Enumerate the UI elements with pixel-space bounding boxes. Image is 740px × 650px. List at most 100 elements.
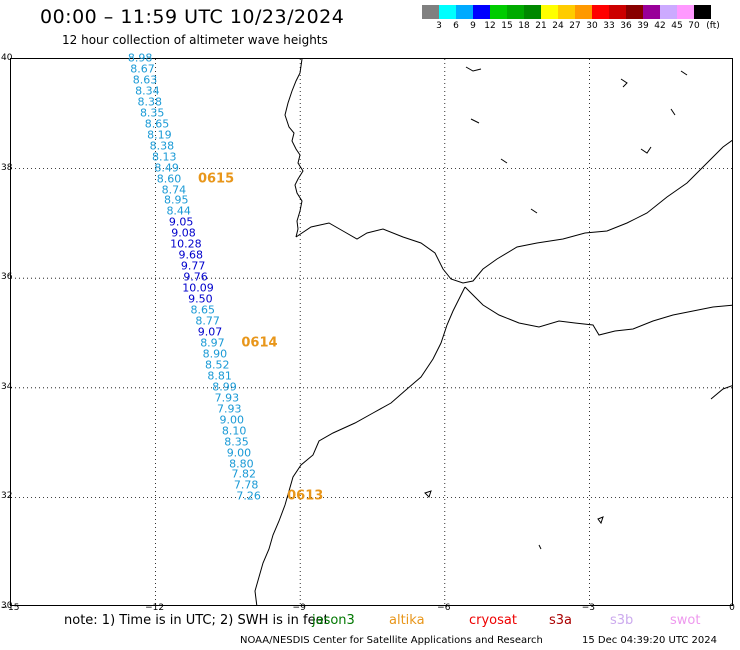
wave-height-value: 9.07 (197, 325, 223, 339)
satellite-label: altika (389, 613, 425, 628)
wave-height-value: 8.38 (137, 95, 163, 109)
wave-height-value: 10.09 (182, 281, 214, 295)
legend-swatch (439, 5, 456, 19)
coastline-africa-north (464, 286, 732, 336)
wave-height-value: 9.50 (188, 292, 213, 306)
legend-swatch (422, 5, 439, 19)
legend-label: 27 (569, 21, 581, 31)
wave-height-value: 9.08 (171, 226, 196, 240)
map-title: 00:00 – 11:59 UTC 10/23/2024 (40, 6, 345, 28)
satellite-label: s3b (610, 613, 634, 628)
lat-tick-label: 32 (1, 491, 13, 502)
wave-height-value: 8.65 (190, 303, 216, 317)
wave-height-value: 9.76 (183, 270, 208, 284)
legend-label: 45 (671, 21, 683, 31)
wave-height-value: 7.93 (214, 391, 240, 405)
wave-height-value: 8.81 (207, 369, 232, 383)
legend-label: 39 (637, 21, 649, 31)
coastline (254, 59, 732, 605)
wave-height-value: 8.44 (166, 204, 191, 218)
wave-height-value: 8.35 (224, 435, 249, 449)
legend-swatch (694, 5, 711, 19)
legend-label: 30 (586, 21, 598, 31)
wave-height-value: 9.68 (178, 248, 204, 262)
lat-tick-label: 40 (1, 53, 13, 63)
legend-label: 24 (552, 21, 564, 31)
wave-height-value: 8.35 (139, 106, 165, 120)
wave-height-map (10, 58, 733, 606)
lat-tick-label: 34 (1, 381, 13, 392)
note-text: note: 1) Time is in UTC; 2) SWH is in fe… (64, 613, 329, 628)
lat-tick-label: 38 (1, 162, 13, 173)
satellite-label: s3a (549, 613, 573, 628)
lon-tick-label: −3 (581, 603, 596, 613)
wave-height-value: 8.38 (149, 139, 175, 153)
wave-height-value: 9.77 (180, 259, 206, 273)
wave-height-value: 7.78 (233, 478, 259, 492)
legend-label: 9 (470, 21, 476, 31)
map-subtitle: 12 hour collection of altimeter wave hei… (62, 33, 328, 47)
wave-height-value: 8.19 (147, 128, 172, 142)
legend-label: 6 (453, 21, 459, 31)
island-small (424, 490, 432, 498)
wave-height-value: 8.60 (156, 172, 182, 186)
wave-height-value: 8.97 (200, 336, 225, 350)
wave-height-value: 8.98 (127, 51, 153, 65)
legend-swatch (677, 5, 694, 19)
wave-height-value: 8.13 (151, 150, 177, 164)
map-canvas (11, 59, 732, 605)
wave-height-value: 8.34 (135, 84, 160, 98)
legend-swatch (660, 5, 677, 19)
lat-tick-label: 36 (1, 272, 13, 283)
legend-swatch (643, 5, 660, 19)
pass-time-label: 0615 (197, 171, 235, 187)
lon-tick-label: −12 (145, 603, 165, 613)
lon-tick-label: 0 (729, 603, 735, 613)
coastline-africa-west (254, 286, 466, 605)
legend-swatch (473, 5, 490, 19)
legend-label: 21 (535, 21, 547, 31)
island-small (680, 70, 688, 76)
island-small (640, 146, 652, 154)
wave-height-value: 9.05 (168, 215, 194, 229)
legend-label: 33 (603, 21, 615, 31)
wave-height-value: 8.10 (221, 424, 247, 438)
lon-tick-label: −9 (292, 603, 306, 613)
coastline-iberia-south (295, 139, 732, 284)
lon-tick-label: −15 (0, 603, 20, 613)
legend-swatch (626, 5, 643, 19)
wave-height-value: 10.28 (170, 237, 202, 251)
lat-lon-grid (11, 59, 732, 605)
legend-label: 12 (484, 21, 496, 31)
legend-swatch (575, 5, 592, 19)
wave-height-value: 8.77 (195, 314, 220, 328)
wave-height-value: 8.65 (144, 117, 170, 131)
wave-height-value: 7.26 (236, 489, 261, 503)
wave-height-value: 8.74 (161, 183, 187, 197)
coastline-iberia-west (284, 59, 304, 238)
timestamp-text: 15 Dec 04:39:20 UTC 2024 (582, 635, 717, 646)
wave-height-value: 8.90 (202, 347, 228, 361)
wave-height-value: 8.63 (132, 73, 158, 87)
island-small (500, 158, 508, 164)
legend-unit-label: (ft) (706, 21, 720, 31)
wave-height-value: 9.00 (219, 413, 244, 427)
lon-tick-label: −6 (437, 603, 451, 613)
island-small (538, 544, 542, 550)
island-small (530, 208, 538, 214)
island-small (470, 118, 480, 124)
wave-height-value: 8.80 (229, 457, 254, 471)
wave-height-value: 8.52 (205, 358, 230, 372)
legend-label: 3 (436, 21, 442, 31)
pass-time-label: 0613 (287, 488, 324, 504)
legend-swatch (609, 5, 626, 19)
island-small (670, 108, 676, 116)
wave-height-value: 8.49 (154, 161, 179, 175)
legend-swatch (456, 5, 473, 19)
legend-swatch (490, 5, 507, 19)
color-legend (422, 5, 711, 19)
island-small (620, 78, 628, 88)
wave-height-value: 8.67 (130, 62, 155, 76)
satellite-label: jason3 (312, 613, 355, 628)
island-small (465, 66, 482, 72)
